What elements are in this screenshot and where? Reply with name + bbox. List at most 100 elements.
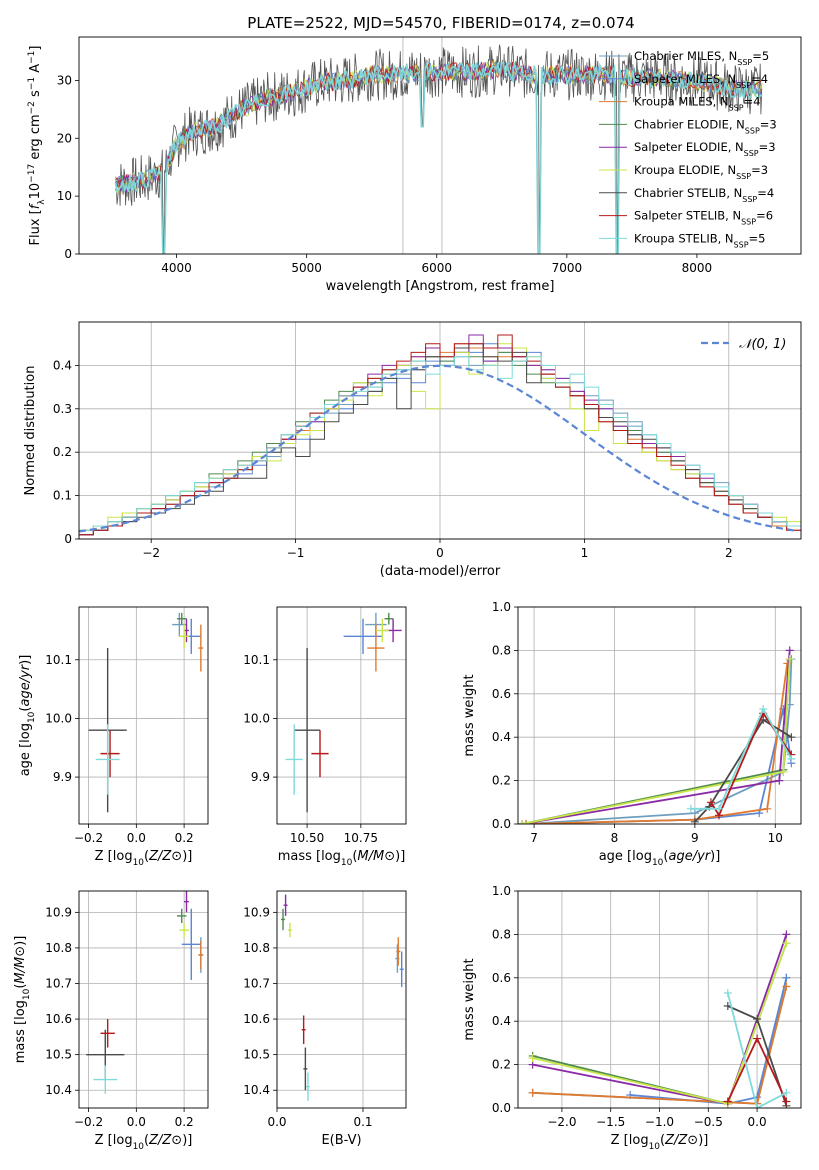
x-tick-label: 2 bbox=[725, 546, 733, 560]
errorbar-point bbox=[283, 894, 288, 916]
x-axis-label: Z [log10(Z/Z⊙)] bbox=[611, 1133, 709, 1152]
y-tick-label: 10.6 bbox=[45, 1012, 72, 1026]
errorbar-point bbox=[311, 730, 329, 778]
plot-area bbox=[281, 894, 404, 1101]
x-tick-label: 5000 bbox=[291, 261, 322, 275]
x-tick-label: 8 bbox=[611, 831, 619, 845]
errorbar-point bbox=[285, 724, 303, 795]
weight-marker bbox=[787, 754, 796, 763]
axes: −0.2 0.0 0.2 9.9 10.0 10.1 bbox=[45, 606, 209, 845]
y-tick-label: 0.6 bbox=[492, 971, 511, 985]
weight-marker bbox=[723, 988, 732, 997]
weight-marker bbox=[753, 1015, 762, 1024]
panel-age-vs-Z: −0.2 0.0 0.2 9.9 10.0 10.1 bbox=[45, 606, 209, 845]
legend-label: Salpeter MILES, NSSP=4 bbox=[634, 72, 768, 90]
axes-frame bbox=[78, 321, 802, 540]
y-tick-label: 10.0 bbox=[243, 711, 270, 725]
grid bbox=[518, 890, 801, 1109]
errorbar-point bbox=[179, 624, 189, 649]
normal-curve bbox=[79, 364, 799, 533]
y-tick-label: 0.2 bbox=[53, 445, 72, 459]
weight-marker bbox=[706, 798, 715, 807]
legend-label: Salpeter ELODIE, NSSP=3 bbox=[634, 140, 776, 158]
x-tick-label: −0.2 bbox=[74, 831, 103, 845]
y-tick-label: 0 bbox=[64, 247, 72, 261]
x-axis-label: mass [log10(M/M⊙)] bbox=[278, 849, 406, 868]
weight-line-kroupa-miles bbox=[525, 663, 789, 824]
y-tick-label: 0.2 bbox=[492, 774, 511, 788]
axes: 4000 5000 6000 7000 8000 0 10 20 30 bbox=[57, 36, 802, 275]
panel-spectrum: 4000 5000 6000 7000 8000 0 10 20 30 bbox=[57, 36, 802, 275]
x-tick-label: −0.2 bbox=[74, 1115, 103, 1129]
x-tick-label: 7000 bbox=[552, 261, 583, 275]
errorbar-point bbox=[179, 923, 189, 938]
y-tick-label: 1.0 bbox=[492, 600, 511, 614]
axes-frame bbox=[517, 606, 802, 825]
y-tick-label: 9.9 bbox=[53, 770, 72, 784]
plot-area bbox=[285, 612, 402, 813]
errorbar-point bbox=[375, 618, 389, 643]
y-tick-label: 10.9 bbox=[45, 905, 72, 919]
x-tick-label: 0.2 bbox=[175, 1115, 194, 1129]
errorbar-point bbox=[100, 1019, 115, 1048]
plot-area bbox=[86, 891, 204, 1094]
weight-marker bbox=[782, 1088, 791, 1097]
x-tick-label: −2.0 bbox=[547, 1115, 576, 1129]
weight-marker bbox=[782, 973, 791, 982]
weight-marker bbox=[782, 939, 791, 948]
y-tick-label: 1.0 bbox=[492, 884, 511, 898]
x-tick-label: 0.0 bbox=[127, 1115, 146, 1129]
panel-age-vs-mass: 10.50 10.75 9.9 10.0 10.1 bbox=[243, 606, 407, 845]
y-tick-label: 0.3 bbox=[53, 402, 72, 416]
errorbar-point bbox=[181, 908, 201, 980]
x-tick-label: 0 bbox=[436, 546, 444, 560]
axes-frame bbox=[78, 36, 802, 255]
panel-mass-vs-Z: −0.2 0.0 0.2 10.4 10.5 10.6 10.7 10.8 10.9 bbox=[45, 890, 209, 1129]
y-tick-label: 10.8 bbox=[243, 941, 270, 955]
y-tick-label: 0.8 bbox=[492, 643, 511, 657]
grid bbox=[518, 606, 801, 825]
y-tick-label: 0.4 bbox=[492, 730, 511, 744]
plot-area bbox=[79, 334, 801, 539]
panel-mass-weight-vs-Z: −2.0 −1.5 −1.0 −0.5 0.0 0.0 0.2 0.4 0.6 0.8 1.0 bbox=[492, 884, 802, 1129]
y-tick-label: 0.2 bbox=[492, 1058, 511, 1072]
grid bbox=[79, 607, 208, 824]
y-tick-label: 0.0 bbox=[492, 1101, 511, 1115]
y-tick-label: 10.9 bbox=[243, 905, 270, 919]
histogram-salpeter-stelib bbox=[79, 334, 801, 539]
x-tick-label: 0.0 bbox=[267, 1115, 286, 1129]
axes: 0.0 0.1 10.4 10.5 10.6 10.7 10.8 10.9 bbox=[243, 890, 407, 1129]
axes: −2.0 −1.5 −1.0 −0.5 0.0 0.0 0.2 0.4 0.6 0.8 1.0 bbox=[492, 884, 802, 1129]
x-axis-label: Z [log10(Z/Z⊙)] bbox=[95, 849, 193, 868]
legend-label: Kroupa MILES, NSSP=4 bbox=[634, 95, 760, 113]
weight-marker bbox=[782, 1097, 791, 1106]
y-tick-label: 20 bbox=[57, 131, 72, 145]
y-tick-label: 10.1 bbox=[45, 653, 72, 667]
axes: 10.50 10.75 9.9 10.0 10.1 bbox=[243, 606, 407, 845]
axes-frame bbox=[78, 606, 209, 825]
grid bbox=[276, 891, 406, 1108]
errorbar-point bbox=[198, 940, 204, 970]
weight-marker bbox=[785, 655, 794, 664]
figure-title: PLATE=2522, MJD=54570, FIBERID=0174, z=0… bbox=[247, 14, 634, 32]
spectrum-kroupa-stelib bbox=[114, 61, 763, 254]
plot-area bbox=[114, 37, 763, 254]
y-tick-label: 10.5 bbox=[45, 1048, 72, 1062]
x-tick-label: 1 bbox=[581, 546, 589, 560]
errorbar-point bbox=[294, 648, 320, 813]
legend-label: Chabrier MILES, NSSP=5 bbox=[634, 49, 769, 67]
errorbar-point bbox=[184, 618, 189, 643]
weight-marker bbox=[522, 820, 531, 824]
weight-marker bbox=[753, 1034, 762, 1043]
weight-line-chabrier-stelib bbox=[694, 718, 792, 823]
legend-label: Kroupa ELODIE, NSSP=3 bbox=[634, 163, 768, 181]
x-tick-label: 8000 bbox=[682, 261, 713, 275]
weight-marker bbox=[779, 767, 788, 776]
errorbar-point bbox=[384, 612, 394, 625]
y-tick-label: 10 bbox=[57, 189, 72, 203]
x-tick-label: −2 bbox=[142, 546, 160, 560]
weight-marker bbox=[714, 804, 723, 813]
x-tick-label: 0.2 bbox=[175, 831, 194, 845]
y-tick-label: 10.5 bbox=[243, 1048, 270, 1062]
